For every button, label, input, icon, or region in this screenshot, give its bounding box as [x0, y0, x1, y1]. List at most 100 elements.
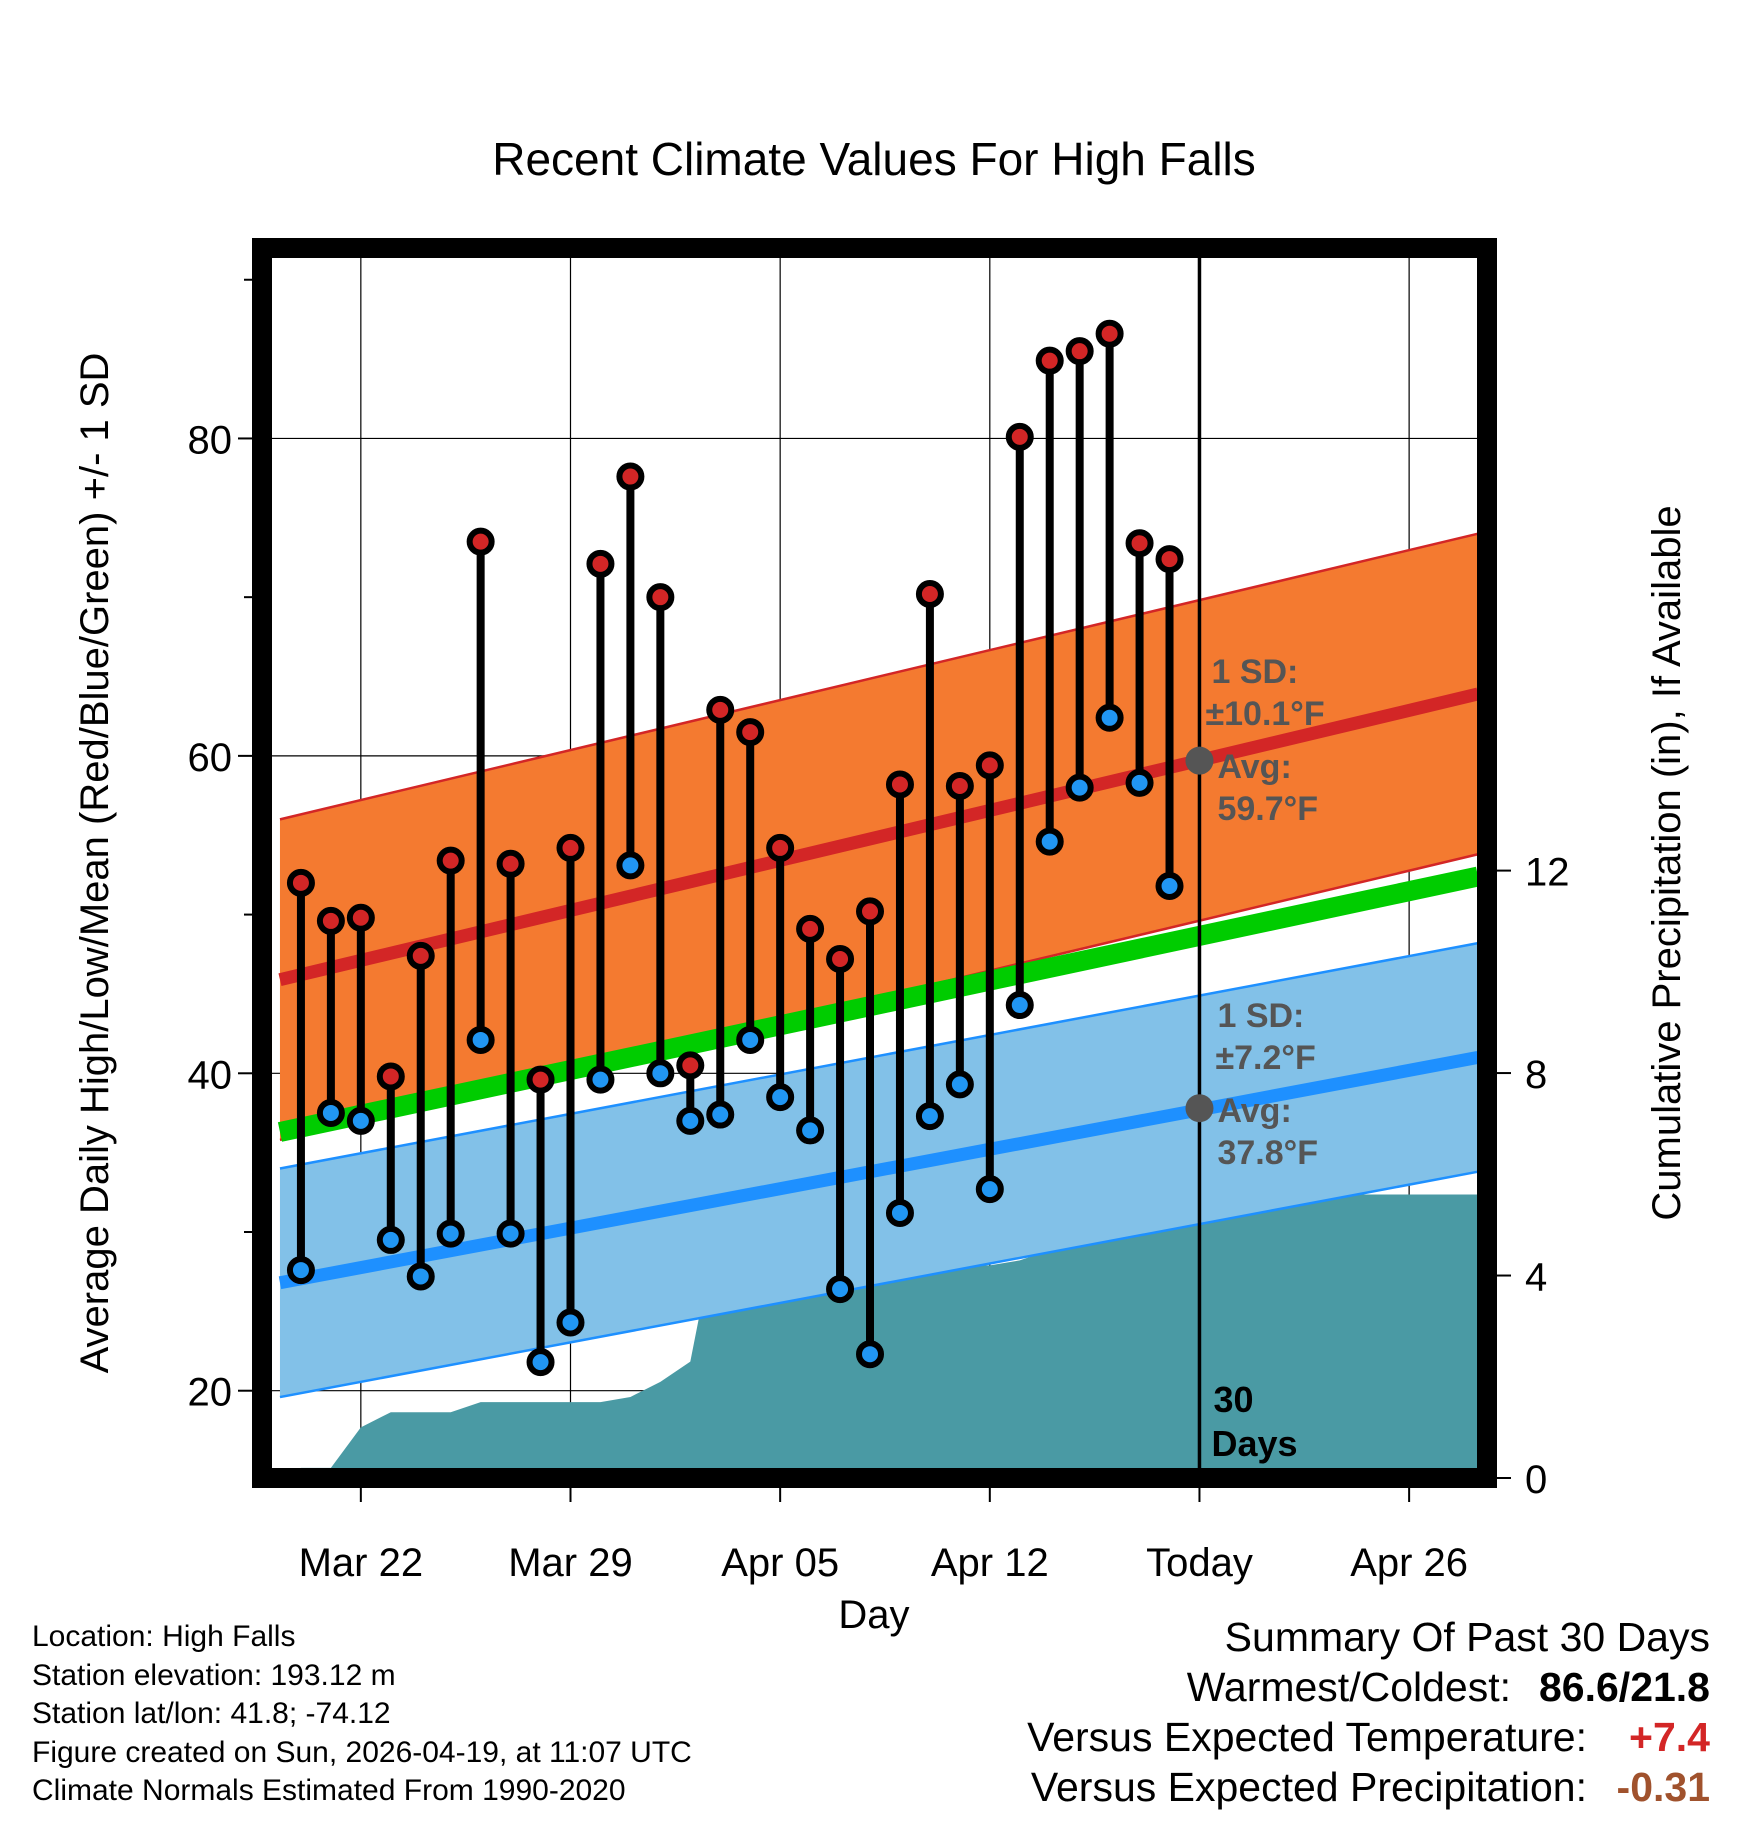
low-sd-band-upper-edge	[279, 941, 1479, 1170]
daily-high-point	[915, 579, 944, 608]
daily-low-point	[1005, 991, 1034, 1020]
daily-high-point	[406, 941, 435, 970]
y2-tick-label: 0	[1525, 1458, 1547, 1502]
daily-low-point	[826, 1275, 855, 1304]
daily-low-point	[1065, 773, 1094, 802]
x-tick-label: Today	[1146, 1541, 1253, 1585]
daily-low-point	[676, 1106, 705, 1135]
daily-low-point	[796, 1116, 825, 1145]
x-tick-label: Apr 05	[721, 1541, 839, 1585]
summary-heading: Summary Of Past 30 Days	[1224, 1614, 1710, 1660]
daily-low-point	[346, 1106, 375, 1135]
daily-high-point	[1065, 337, 1094, 366]
daily-low-point	[436, 1219, 465, 1248]
daily-low-point	[286, 1256, 315, 1285]
daily-low-point	[1155, 872, 1184, 901]
daily-low-point	[646, 1059, 675, 1088]
daily-low-point	[406, 1262, 435, 1291]
daily-high-point	[586, 549, 615, 578]
chart-title: Recent Climate Values For High Falls	[492, 133, 1256, 185]
daily-high-point	[346, 903, 375, 932]
precip-label: Versus Expected Precipitation:	[1030, 1764, 1587, 1810]
location-text: Location: High Falls	[32, 1620, 296, 1653]
daily-high-point	[376, 1062, 405, 1091]
daily-low-point	[706, 1100, 735, 1129]
x-tick-label: Mar 22	[299, 1541, 424, 1585]
temp-label: Versus Expected Temperature:	[1027, 1714, 1587, 1760]
temp-value: +7.4	[1629, 1714, 1710, 1760]
daily-high-point	[796, 914, 825, 943]
created-text: Figure created on Sun, 2026-04-19, at 11…	[32, 1735, 692, 1769]
warm-cold-value: 86.6/21.8	[1539, 1664, 1710, 1710]
daily-low-point	[766, 1083, 795, 1112]
daily-high-point	[1155, 545, 1184, 574]
x-axis-label: Day	[838, 1593, 909, 1637]
normal-mean-line	[277, 866, 1481, 1142]
daily-high-point	[736, 718, 765, 747]
daily-high-point	[646, 583, 675, 612]
daily-low-point	[975, 1175, 1004, 1204]
y-tick-label: 80	[188, 418, 233, 462]
daily-low-point	[1095, 703, 1124, 732]
daily-low-point	[1125, 768, 1154, 797]
elevation-text: Station elevation: 193.12 m	[32, 1658, 396, 1692]
daily-low-point	[556, 1308, 585, 1337]
daily-high-point	[616, 462, 645, 491]
daily-high-point	[526, 1065, 555, 1094]
daily-low-point	[586, 1065, 615, 1094]
y2-tick-label: 4	[1525, 1256, 1547, 1300]
high-avg-label: Avg:	[1217, 748, 1291, 786]
window-days-unit: Days	[1211, 1423, 1297, 1464]
y-axis-label: Average Daily High/Low/Mean (Red/Blue/Gr…	[73, 353, 117, 1374]
today-high-avg-marker	[1185, 746, 1214, 775]
daily-high-point	[1095, 319, 1124, 348]
daily-high-point	[436, 846, 465, 875]
daily-low-point	[496, 1219, 525, 1248]
y-tick-label: 40	[188, 1053, 233, 1097]
window-days-number: 30	[1213, 1379, 1253, 1420]
high-sd-label: 1 SD:	[1211, 653, 1298, 691]
latlon-text: Station lat/lon: 41.8; -74.12	[32, 1697, 391, 1730]
today-low-avg-marker	[1185, 1094, 1214, 1123]
daily-high-point	[496, 849, 525, 878]
x-tick-label: Apr 12	[931, 1541, 1049, 1585]
y2-axis-label: Cumulative Precipitation (in), If Availa…	[1645, 505, 1689, 1220]
summary-temp: Versus Expected Temperature: +7.4	[1027, 1712, 1710, 1762]
station-info: Location: High Falls Station elevation: …	[32, 1618, 692, 1811]
daily-high-point	[316, 906, 345, 935]
y2-tick-label: 12	[1525, 851, 1570, 895]
daily-low-point	[856, 1340, 885, 1369]
daily-high-point	[1125, 529, 1154, 558]
daily-low-point	[526, 1348, 555, 1377]
daily-high-point	[1005, 422, 1034, 451]
daily-low-point	[376, 1225, 405, 1254]
daily-high-point	[556, 833, 585, 862]
low-sd-value: ±7.2°F	[1215, 1039, 1315, 1077]
daily-high-point	[826, 945, 855, 974]
daily-low-point	[466, 1025, 495, 1054]
daily-low-point	[736, 1025, 765, 1054]
low-avg-value: 37.8°F	[1217, 1134, 1318, 1172]
summary-panel: Summary Of Past 30 Days Warmest/Coldest:…	[1027, 1612, 1710, 1812]
daily-high-point	[975, 751, 1004, 780]
low-sd-band-lower-edge	[279, 1170, 1479, 1399]
daily-low-point	[885, 1198, 914, 1227]
y-tick-label: 20	[188, 1371, 233, 1415]
daily-high-point	[856, 897, 885, 926]
plot-frame	[252, 238, 1497, 1488]
daily-high-point	[466, 527, 495, 556]
y-tick-label: 60	[188, 736, 233, 780]
y2-tick-label: 8	[1525, 1053, 1547, 1097]
daily-high-point	[676, 1051, 705, 1080]
daily-low-point	[1035, 827, 1064, 856]
x-tick-label: Apr 26	[1350, 1541, 1468, 1585]
daily-low-point	[616, 851, 645, 880]
daily-high-point	[945, 772, 974, 801]
daily-low-point	[945, 1070, 974, 1099]
daily-high-point	[885, 770, 914, 799]
normal-low-line	[278, 1051, 1480, 1290]
low-avg-label: Avg:	[1217, 1092, 1291, 1130]
daily-high-point	[1035, 346, 1064, 375]
normals-text: Climate Normals Estimated From 1990-2020	[32, 1774, 626, 1807]
